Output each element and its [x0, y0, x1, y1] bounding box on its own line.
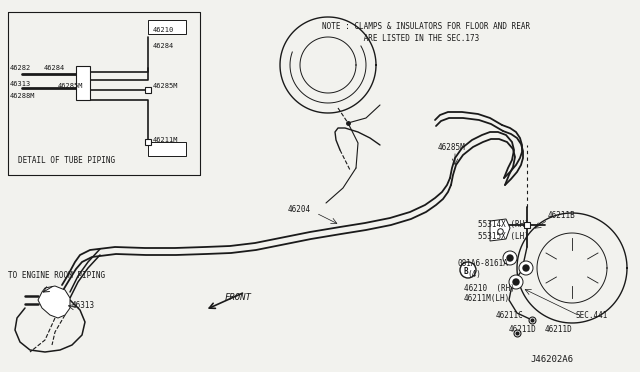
Text: 46313: 46313 [72, 301, 95, 310]
Text: 46285M: 46285M [438, 144, 466, 153]
Circle shape [523, 265, 529, 271]
Text: 081A6-8161A: 081A6-8161A [458, 259, 509, 267]
Circle shape [460, 262, 476, 278]
Text: 46211D: 46211D [545, 326, 573, 334]
Text: 46211B: 46211B [548, 211, 576, 219]
Text: 46211M: 46211M [153, 137, 179, 143]
Text: SEC.441: SEC.441 [576, 311, 609, 320]
Text: (4): (4) [467, 270, 481, 279]
Text: 46282: 46282 [10, 65, 31, 71]
Bar [76, 66, 90, 100]
Text: 46285M: 46285M [58, 83, 83, 89]
Circle shape [509, 275, 523, 289]
Text: NOTE : CLAMPS & INSULATORS FOR FLOOR AND REAR: NOTE : CLAMPS & INSULATORS FOR FLOOR AND… [322, 22, 530, 31]
Text: ARE LISTED IN THE SEC.173: ARE LISTED IN THE SEC.173 [322, 34, 479, 43]
Bar [148, 20, 186, 34]
Circle shape [513, 279, 519, 285]
Text: 46210  (RH): 46210 (RH) [464, 283, 515, 292]
Polygon shape [38, 286, 70, 318]
Text: J46202A6: J46202A6 [530, 356, 573, 365]
Text: 46210: 46210 [153, 27, 174, 33]
Text: 46285M: 46285M [153, 83, 179, 89]
Text: 46284: 46284 [153, 43, 174, 49]
Text: 46204: 46204 [288, 205, 311, 215]
Text: 46211C: 46211C [496, 311, 524, 321]
Text: 46288M: 46288M [10, 93, 35, 99]
Circle shape [507, 255, 513, 261]
Text: 46284: 46284 [44, 65, 65, 71]
Bar [148, 142, 186, 156]
Circle shape [503, 251, 517, 265]
Text: 46211M(LH): 46211M(LH) [464, 295, 510, 304]
Text: TO ENGINE ROOM PIPING: TO ENGINE ROOM PIPING [8, 270, 105, 279]
Text: 46313: 46313 [10, 81, 31, 87]
Text: 55314X (RH): 55314X (RH) [478, 221, 529, 230]
Text: FRONT: FRONT [225, 294, 252, 302]
Text: DETAIL OF TUBE PIPING: DETAIL OF TUBE PIPING [18, 156, 115, 165]
Text: B: B [463, 266, 468, 276]
Text: 46211D: 46211D [509, 326, 537, 334]
Circle shape [519, 261, 533, 275]
Polygon shape [490, 219, 510, 241]
Text: 55315X (LH): 55315X (LH) [478, 231, 529, 241]
